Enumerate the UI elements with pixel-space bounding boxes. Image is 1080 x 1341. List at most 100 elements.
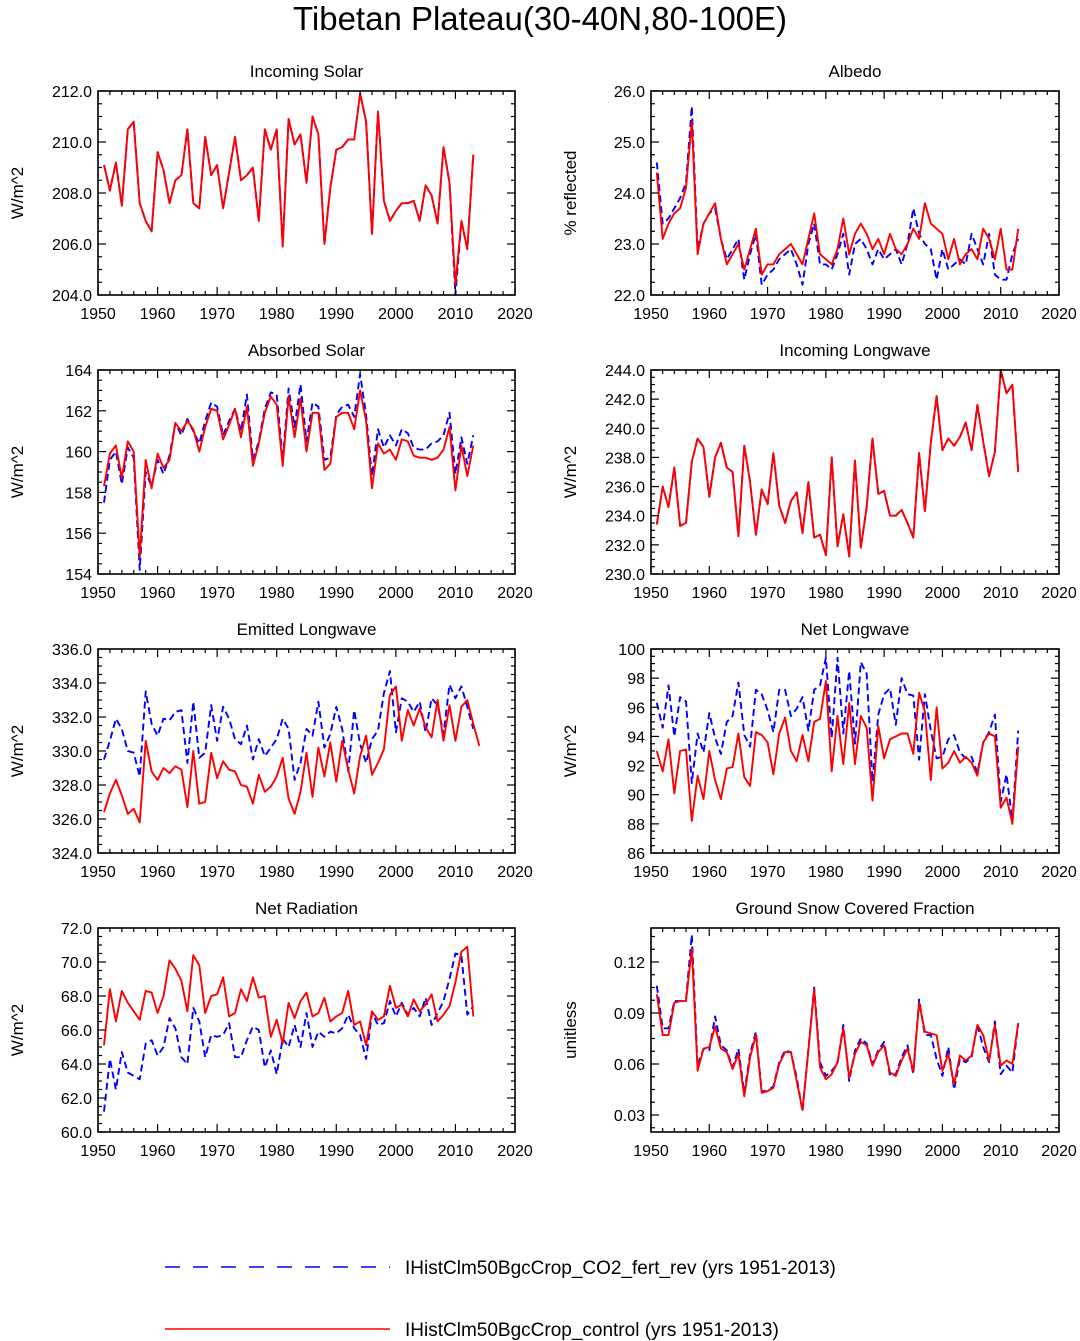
- x-tick-label: 2020: [497, 864, 533, 881]
- plot-frame: [650, 90, 1060, 296]
- x-tick-label: 2010: [438, 306, 474, 323]
- legend-label-co2-fert-rev: IHistClm50BgcCrop_CO2_fert_rev (yrs 1951…: [405, 1258, 836, 1279]
- panel-title: Net Radiation: [255, 899, 358, 918]
- x-tick-label: 1950: [633, 864, 669, 881]
- x-tick-label: 1950: [80, 1143, 116, 1160]
- y-tick-label: 240.0: [605, 421, 645, 438]
- plot-frame: [97, 369, 516, 575]
- x-tick-label: 2020: [497, 1143, 533, 1160]
- y-tick-label: 154: [65, 567, 92, 584]
- y-tick-label: 68.0: [61, 989, 92, 1006]
- x-tick-label: 1970: [199, 306, 235, 323]
- x-tick-label: 1990: [866, 1143, 902, 1160]
- series-line-control: [103, 685, 481, 824]
- y-tick-label: 244.0: [605, 363, 645, 380]
- x-tick-label: 1990: [866, 306, 902, 323]
- x-tick-label: 1980: [259, 585, 295, 602]
- x-tick-label: 2000: [378, 1143, 414, 1160]
- x-tick-label: 1990: [318, 864, 354, 881]
- x-tick-label: 2000: [925, 1143, 961, 1160]
- y-tick-label: 90: [627, 788, 645, 805]
- y-tick-label: 70.0: [61, 955, 92, 972]
- legend-label-control: IHistClm50BgcCrop_control (yrs 1951-2013…: [405, 1320, 779, 1341]
- y-tick-label: 204.0: [52, 288, 92, 305]
- x-tick-label: 1970: [750, 1143, 786, 1160]
- x-tick-label: 1950: [633, 1143, 669, 1160]
- series-line-co2-fert-rev: [655, 656, 1020, 822]
- panel-5: 1950 1960 1970 1980 1990 2000 2010 2020 324.0 326…: [8, 620, 533, 881]
- x-tick-label: 2020: [1041, 864, 1077, 881]
- y-tick-label: 24.0: [614, 186, 645, 203]
- panel-3: 1950 1960 1970 1980 1990 2000 2010 2020 154 156 15…: [8, 341, 533, 602]
- y-tick-label: 92: [627, 759, 645, 776]
- y-tick-label: 23.0: [614, 237, 645, 254]
- y-tick-label: 164: [65, 363, 92, 380]
- panel-8: 1950 1960 1970 1980 1990 2000 2010 2020 0.03 0.06…: [561, 899, 1077, 1160]
- series-line-control: [655, 947, 1020, 1111]
- y-axis-label: W/m^2: [8, 167, 27, 219]
- y-tick-label: 234.0: [605, 509, 645, 526]
- y-tick-label: 230.0: [605, 567, 645, 584]
- plot-frame: [97, 90, 516, 296]
- x-tick-label: 1990: [318, 306, 354, 323]
- x-tick-label: 1990: [318, 585, 354, 602]
- x-tick-label: 1950: [80, 585, 116, 602]
- y-tick-label: 160: [65, 445, 92, 462]
- panel-title: Incoming Longwave: [779, 341, 930, 360]
- panel-title: Albedo: [829, 62, 882, 81]
- legend: IHistClm50BgcCrop_CO2_fert_rev (yrs 1951…: [165, 1258, 836, 1341]
- plot-frame: [97, 648, 516, 854]
- plot-frame: [97, 927, 516, 1133]
- panel-4: 1950 1960 1970 1980 1990 2000 2010 2020 230.0 232…: [561, 341, 1077, 602]
- x-tick-label: 1960: [691, 864, 727, 881]
- y-tick-label: 156: [65, 526, 92, 543]
- x-tick-label: 1990: [318, 1143, 354, 1160]
- y-tick-label: 98: [627, 671, 645, 688]
- x-tick-label: 1950: [633, 306, 669, 323]
- series-line-control: [103, 945, 475, 1047]
- x-tick-label: 1960: [140, 306, 176, 323]
- y-tick-label: 88: [627, 817, 645, 834]
- panel-title: Incoming Solar: [250, 62, 364, 81]
- series-line-co2-fert-rev: [655, 933, 1020, 1113]
- series-line-control: [103, 92, 475, 286]
- x-tick-label: 1980: [808, 1143, 844, 1160]
- series-line-co2-fert-rev: [655, 369, 1020, 558]
- y-tick-label: 332.0: [52, 710, 92, 727]
- x-tick-label: 1980: [808, 585, 844, 602]
- x-tick-label: 2010: [983, 864, 1019, 881]
- y-tick-label: 206.0: [52, 237, 92, 254]
- panel-title: Emitted Longwave: [237, 620, 377, 639]
- x-tick-label: 2010: [983, 585, 1019, 602]
- x-tick-label: 2010: [983, 306, 1019, 323]
- x-tick-label: 2000: [925, 585, 961, 602]
- y-tick-label: 158: [65, 485, 92, 502]
- figure-title: Tibetan Plateau(30-40N,80-100E): [293, 0, 787, 37]
- y-tick-label: 66.0: [61, 1023, 92, 1040]
- y-axis-label: W/m^2: [561, 446, 580, 498]
- y-tick-label: 96: [627, 700, 645, 717]
- x-tick-label: 1970: [750, 585, 786, 602]
- x-tick-label: 2010: [438, 585, 474, 602]
- y-tick-label: 64.0: [61, 1057, 92, 1074]
- x-tick-label: 1980: [808, 864, 844, 881]
- y-tick-label: 60.0: [61, 1125, 92, 1142]
- x-tick-label: 2000: [378, 306, 414, 323]
- y-tick-label: 326.0: [52, 812, 92, 829]
- x-tick-label: 1960: [691, 585, 727, 602]
- y-tick-label: 72.0: [61, 921, 92, 938]
- y-tick-label: 236.0: [605, 480, 645, 497]
- x-tick-label: 2020: [1041, 1143, 1077, 1160]
- series-line-control: [103, 389, 475, 559]
- y-tick-label: 0.09: [614, 1006, 645, 1023]
- y-tick-label: 86: [627, 846, 645, 863]
- y-tick-label: 324.0: [52, 846, 92, 863]
- x-tick-label: 1960: [691, 1143, 727, 1160]
- y-axis-label: W/m^2: [8, 446, 27, 498]
- y-tick-label: 0.03: [614, 1108, 645, 1125]
- x-tick-label: 2010: [438, 864, 474, 881]
- y-tick-label: 334.0: [52, 676, 92, 693]
- series-line-co2-fert-rev: [655, 105, 1020, 286]
- x-tick-label: 1970: [199, 585, 235, 602]
